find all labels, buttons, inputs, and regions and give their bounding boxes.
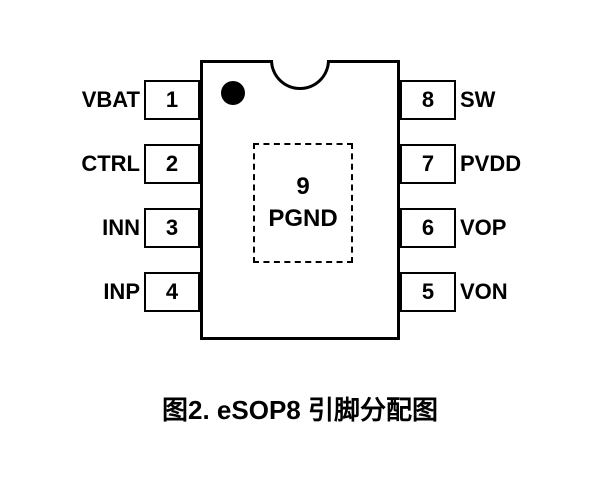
pin-number-box: 8 xyxy=(400,80,456,120)
pin-label: INP xyxy=(80,279,144,305)
pin-row: INP 4 xyxy=(80,272,200,312)
exposed-pad: 9 PGND xyxy=(253,143,353,263)
pin-label: CTRL xyxy=(80,151,144,177)
figure-caption: 图2. eSOP8 引脚分配图 xyxy=(0,390,600,427)
pin-label: SW xyxy=(456,87,520,113)
pin-row: 7 PVDD xyxy=(400,144,520,184)
pin-label: VOP xyxy=(456,215,520,241)
pin-label: PVDD xyxy=(456,151,520,177)
center-pad-pin-number: 9 xyxy=(296,173,309,201)
chip-notch xyxy=(270,60,330,90)
pin-number-box: 6 xyxy=(400,208,456,248)
pin-row: CTRL 2 xyxy=(80,144,200,184)
pin-number-box: 5 xyxy=(400,272,456,312)
pin1-indicator-dot xyxy=(221,81,245,105)
pin-row: INN 3 xyxy=(80,208,200,248)
pin-row: VBAT 1 xyxy=(80,80,200,120)
pin-number-box: 1 xyxy=(144,80,200,120)
pin-label: VON xyxy=(456,279,520,305)
pin-label: VBAT xyxy=(80,87,144,113)
chip-body: 9 PGND xyxy=(200,60,400,340)
pinout-diagram: 9 PGND VBAT 1 CTRL 2 INN 3 INP 4 8 SW 7 … xyxy=(80,60,520,340)
right-pin-group: 8 SW 7 PVDD 6 VOP 5 VON xyxy=(400,80,520,312)
left-pin-group: VBAT 1 CTRL 2 INN 3 INP 4 xyxy=(80,80,200,312)
pin-row: 5 VON xyxy=(400,272,520,312)
pin-row: 8 SW xyxy=(400,80,520,120)
pin-label: INN xyxy=(80,215,144,241)
pin-number-box: 7 xyxy=(400,144,456,184)
pin-number-box: 4 xyxy=(144,272,200,312)
pin-number-box: 3 xyxy=(144,208,200,248)
center-pad-pin-label: PGND xyxy=(268,205,337,233)
pin-row: 6 VOP xyxy=(400,208,520,248)
pin-number-box: 2 xyxy=(144,144,200,184)
